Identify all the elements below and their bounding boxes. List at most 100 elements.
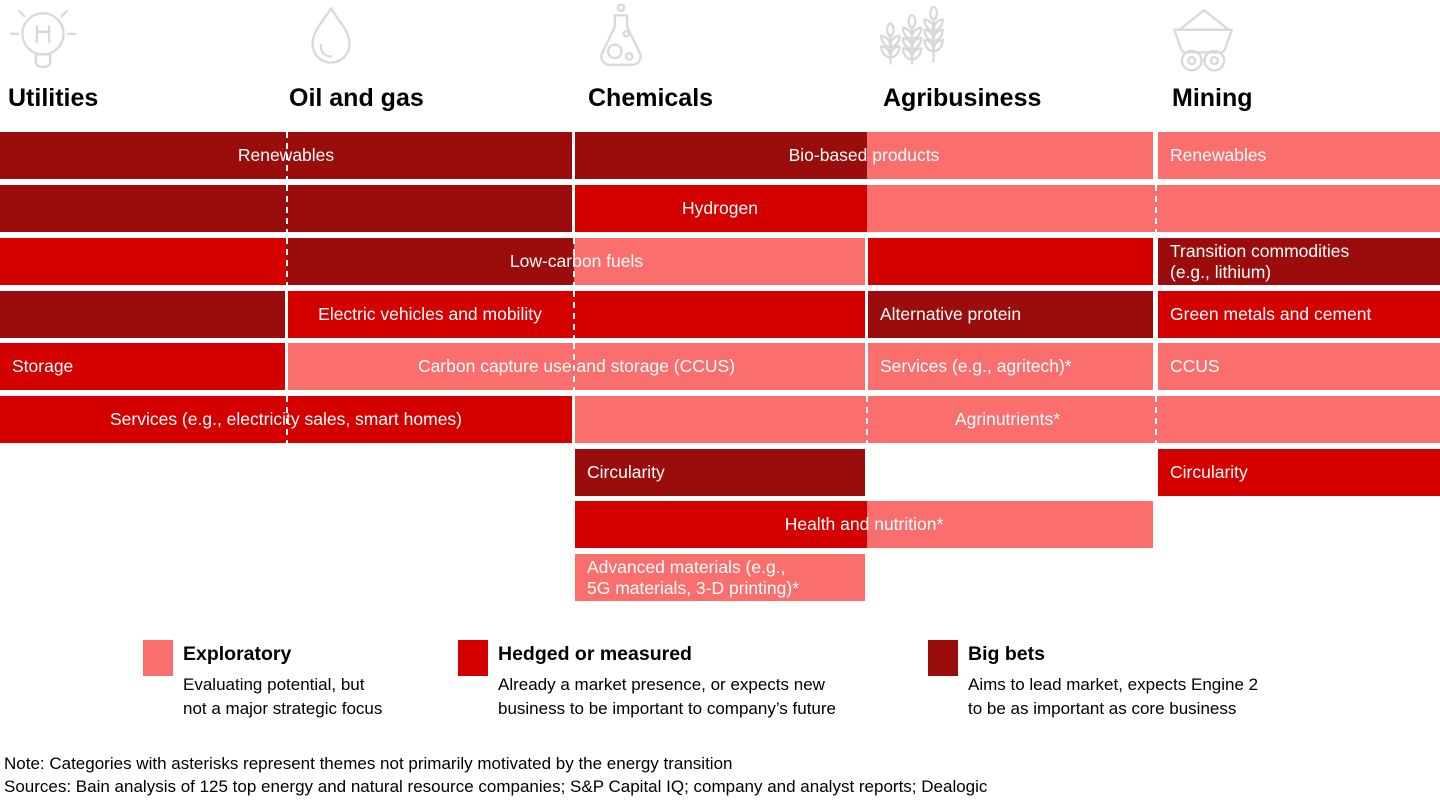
- legend-description: Already a market presence, or expects ne…: [498, 675, 836, 719]
- lightbulb-icon: [6, 2, 80, 76]
- bar-segment-utilities: [0, 238, 287, 285]
- theme-bar-unlabeled: [0, 291, 285, 338]
- bar-segment-agribusiness: [868, 238, 1153, 285]
- bar-segment-oilgas: [286, 238, 574, 285]
- legend-title: Exploratory: [183, 643, 292, 665]
- footnotes: Note: Categories with asterisks represen…: [4, 752, 987, 799]
- sources-line: Sources: Bain analysis of 125 top energy…: [4, 777, 988, 797]
- theme-bar-health-and-nutrition: Health and nutrition*: [575, 501, 1153, 548]
- bar-label: Electric vehicles and mobility: [318, 304, 542, 325]
- theme-bar-advanced-materials-e-g-5g-materials-3-d-: Advanced materials (e.g., 5G materials, …: [575, 554, 865, 601]
- bar-segment-chemicals: [575, 501, 867, 548]
- column-divider-dashed: [572, 291, 575, 338]
- legend-description: Evaluating potential, but not a major st…: [183, 675, 383, 719]
- bar-segment-utilities: [0, 291, 285, 338]
- bar-label: CCUS: [1170, 356, 1220, 377]
- bar-segment-agribusiness: [866, 132, 1153, 179]
- theme-bar-bio-based-products: Bio-based products: [575, 132, 1153, 179]
- column-header-mining: Mining: [1172, 84, 1253, 112]
- bar-segment-chemicals: [575, 185, 867, 232]
- column-divider-dashed: [572, 238, 575, 285]
- bar-segment-mining: [1158, 238, 1440, 285]
- bar-segment-oilgas: [286, 185, 572, 232]
- column-header-utilities: Utilities: [8, 84, 99, 112]
- bar-segment-mining: [1158, 343, 1440, 390]
- column-divider-dashed: [285, 238, 288, 285]
- bar-segment-agribusiness: [868, 343, 1153, 390]
- theme-bar-hydrogen: Hydrogen: [575, 185, 1440, 232]
- legend-title: Hedged or measured: [498, 643, 692, 665]
- legend-swatch-exploratory: [143, 640, 173, 676]
- bar-segment-utilities: [0, 132, 287, 179]
- bar-segment-chemicals: [575, 449, 865, 496]
- bar-label: Health and nutrition*: [784, 514, 944, 535]
- bar-segment-utilities: [0, 185, 287, 232]
- column-divider-dashed: [572, 343, 575, 390]
- bar-segment-mining: [1158, 291, 1440, 338]
- bar-label: Hydrogen: [682, 198, 758, 219]
- theme-bar-alternative-protein: Alternative protein: [868, 291, 1153, 338]
- bar-label: Advanced materials (e.g., 5G materials, …: [587, 557, 800, 598]
- bar-segment-agribusiness: [868, 291, 1153, 338]
- legend-description: Aims to lead market, expects Engine 2 to…: [968, 675, 1259, 719]
- theme-bar-green-metals-and-cement: Green metals and cement: [1158, 291, 1440, 338]
- bar-label: Services (e.g., agritech)*: [880, 356, 1072, 377]
- legend-swatch-hedged: [458, 640, 488, 676]
- column-divider-dashed: [1154, 185, 1157, 232]
- theme-bar-circularity: Circularity: [575, 449, 865, 496]
- bar-label: Circularity: [587, 462, 665, 483]
- bar-segment-utilities: [0, 343, 285, 390]
- legend-swatch-big_bets: [928, 640, 958, 676]
- bar-label: Renewables: [1170, 145, 1267, 166]
- legend-item-exploratory: Exploratory Evaluating potential, but not…: [143, 638, 382, 721]
- theme-bar-renewables: Renewables: [1158, 132, 1440, 179]
- bar-label: Alternative protein: [880, 304, 1022, 325]
- column-divider-dashed: [285, 185, 288, 232]
- bar-segment-agribusiness: [866, 185, 1156, 232]
- theme-bar-unlabeled: [868, 238, 1153, 285]
- legend-item-big_bets: Big bets Aims to lead market, expects Eng…: [928, 638, 1258, 721]
- bar-segment-utilities: [0, 396, 287, 443]
- theme-bar-circularity: Circularity: [1158, 449, 1440, 496]
- bar-label: Circularity: [1170, 462, 1248, 483]
- bar-label: Services (e.g., electricity sales, smart…: [109, 409, 463, 430]
- bar-segment-chemicals: [573, 343, 865, 390]
- bar-label: Carbon capture use and storage (CCUS): [417, 356, 736, 377]
- bar-segment-mining: [1155, 396, 1440, 443]
- bar-label: Low-carbon fuels: [509, 251, 644, 272]
- bar-segment-mining: [1158, 449, 1440, 496]
- bar-label: Green metals and cement: [1170, 304, 1372, 325]
- legend-title: Big bets: [968, 643, 1045, 665]
- bar-label: Renewables: [237, 145, 335, 166]
- bar-segment-oilgas: [288, 291, 574, 338]
- flask-icon: [584, 2, 658, 76]
- bar-segment-oilgas: [288, 343, 574, 390]
- bar-segment-oilgas: [286, 396, 572, 443]
- column-header-agribusiness: Agribusiness: [883, 84, 1042, 112]
- bar-segment-chemicals: [573, 238, 865, 285]
- column-header-chemicals: Chemicals: [588, 84, 714, 112]
- bar-label: Transition commodities (e.g., lithium): [1170, 241, 1350, 282]
- wheat-icon: [876, 2, 950, 76]
- flame-icon: [294, 2, 368, 76]
- column-divider-dashed: [285, 396, 288, 443]
- bar-segment-chemicals: [573, 291, 865, 338]
- bar-segment-mining: [1155, 185, 1440, 232]
- mine-cart-icon: [1164, 2, 1238, 76]
- column-divider-dashed: [285, 132, 288, 179]
- theme-bar-electric-vehicles-and-mobility: Electric vehicles and mobility: [288, 291, 865, 338]
- theme-bar-services-e-g-agritech: Services (e.g., agritech)*: [868, 343, 1153, 390]
- column-divider-dashed: [1154, 396, 1157, 443]
- bar-segment-agribusiness: [866, 396, 1156, 443]
- bar-label: Agrinutrients*: [954, 409, 1061, 430]
- legend-item-hedged: Hedged or measured Already a market prese…: [458, 638, 836, 721]
- theme-bar-services-e-g-electricity-sales-smart-hom: Services (e.g., electricity sales, smart…: [0, 396, 572, 443]
- column-divider-dashed: [865, 396, 868, 443]
- bar-segment-oilgas: [286, 132, 572, 179]
- note-line: Note: Categories with asterisks represen…: [4, 754, 733, 773]
- theme-bar-ccus: CCUS: [1158, 343, 1440, 390]
- bar-label: Storage: [12, 356, 74, 377]
- theme-bar-low-carbon-fuels: Low-carbon fuels: [0, 238, 865, 285]
- theme-bar-carbon-capture-use-and-storage-ccus: Carbon capture use and storage (CCUS): [288, 343, 865, 390]
- theme-bar-agrinutrients: Agrinutrients*: [575, 396, 1440, 443]
